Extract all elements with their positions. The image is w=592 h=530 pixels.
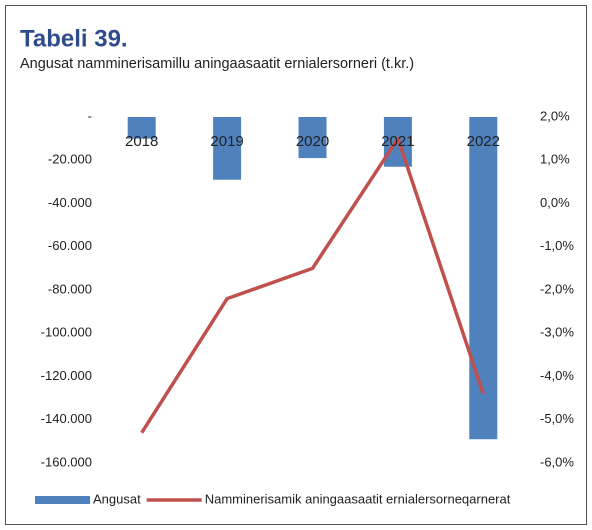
y2-tick-label: -6,0% xyxy=(540,454,574,469)
y-tick-label: -140.000 xyxy=(41,411,92,426)
y-tick-label: -60.000 xyxy=(48,238,92,253)
x-tick-label: 2020 xyxy=(296,133,329,150)
frame xyxy=(5,5,587,525)
legend-label: Angusat xyxy=(93,491,141,506)
y2-tick-label: -3,0% xyxy=(540,325,574,340)
chart-title: Tabeli 39. xyxy=(20,25,128,52)
y2-tick-label: -2,0% xyxy=(540,281,574,296)
line xyxy=(140,136,485,434)
y2-tick-label: -1,0% xyxy=(540,238,574,253)
y-tick-label: - xyxy=(88,108,92,123)
y-tick-label: -120.000 xyxy=(41,368,92,383)
x-tick-label: 2019 xyxy=(210,133,243,150)
chart-subtitle: Angusat namminerisamillu aningaasaatit e… xyxy=(20,56,414,72)
legend-swatch xyxy=(35,496,90,504)
y-tick-label: -80.000 xyxy=(48,281,92,296)
x-tick-label: 2021 xyxy=(381,133,414,150)
bar xyxy=(469,117,498,440)
y2-tick-label: -5,0% xyxy=(540,411,574,426)
x-tick-label: 2022 xyxy=(467,133,500,150)
y2-tick-label: -4,0% xyxy=(540,368,574,383)
legend-label: Namminerisamik aningaasaatit ernialersor… xyxy=(205,491,511,506)
bar xyxy=(298,117,327,159)
bar xyxy=(127,117,156,139)
y2-tick-label: 1,0% xyxy=(540,152,570,167)
y-tick-label: -100.000 xyxy=(41,325,92,340)
bar xyxy=(213,117,242,180)
y2-tick-label: 2,0% xyxy=(540,108,570,123)
y-tick-label: -20.000 xyxy=(48,152,92,167)
x-tick-label: 2018 xyxy=(125,133,158,150)
y-tick-label: -160.000 xyxy=(41,454,92,469)
y-tick-label: -40.000 xyxy=(48,195,92,210)
y2-tick-label: 0,0% xyxy=(540,195,570,210)
